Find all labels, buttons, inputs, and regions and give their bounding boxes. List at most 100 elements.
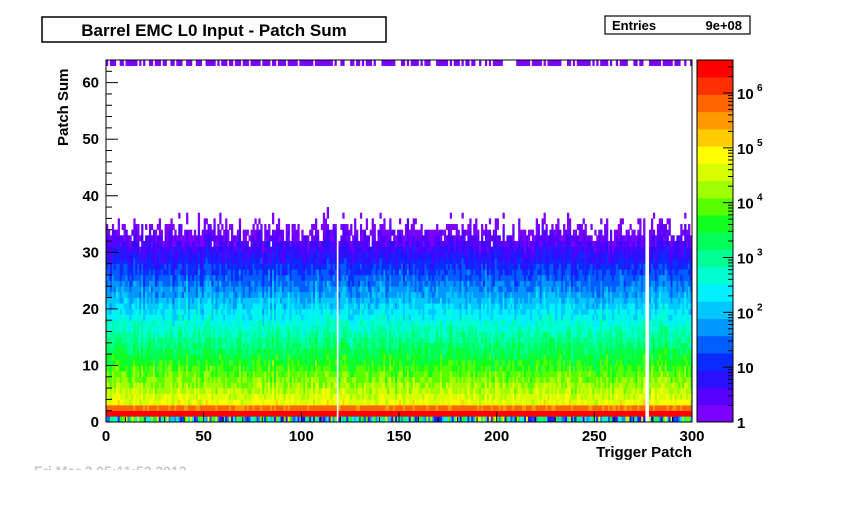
- heatmap-cell: [221, 342, 224, 349]
- heatmap-cell: [115, 297, 119, 304]
- heatmap-cell: [258, 320, 261, 327]
- heatmap-cell: [143, 241, 146, 247]
- heatmap-cell: [338, 257, 341, 264]
- heatmap-cell: [219, 252, 222, 259]
- heatmap-cell: [252, 371, 255, 378]
- heatmap-cell: [119, 241, 122, 247]
- heatmap-cell: [189, 286, 193, 293]
- heatmap-cell: [299, 297, 302, 304]
- heatmap-cell: [293, 229, 296, 236]
- heatmap-cell: [242, 274, 245, 281]
- heatmap-cell: [133, 331, 136, 338]
- heatmap-cell: [164, 320, 167, 327]
- heatmap-cell: [135, 235, 138, 242]
- heatmap-cell: [203, 388, 206, 395]
- heatmap-cell: [172, 308, 175, 315]
- heatmap-cell: [215, 320, 218, 327]
- heatmap-cell: [383, 371, 386, 378]
- heatmap-cell: [354, 399, 357, 406]
- heatmap-cell: [268, 291, 271, 298]
- heatmap-cell: [174, 257, 177, 264]
- heatmap-cell: [166, 314, 169, 321]
- heatmap-cell: [197, 337, 201, 344]
- heatmap-cell: [273, 376, 277, 383]
- heatmap-cell: [315, 269, 318, 276]
- heatmap-cell: [232, 320, 236, 327]
- heatmap-cell: [123, 348, 126, 355]
- heatmap-cell: [266, 269, 269, 276]
- heatmap-cell: [324, 314, 328, 321]
- heatmap-cell: [262, 291, 265, 298]
- heatmap-cell: [117, 241, 120, 247]
- heatmap-cell: [277, 331, 281, 338]
- heatmap-cell: [377, 280, 380, 287]
- heatmap-cell: [178, 212, 181, 219]
- heatmap-cell: [246, 371, 249, 378]
- heatmap-cell: [320, 263, 324, 270]
- heatmap-cell: [145, 297, 148, 304]
- heatmap-cell: [320, 60, 324, 66]
- heatmap-cell: [106, 274, 109, 281]
- heatmap-cell: [324, 269, 328, 276]
- heatmap-cell: [227, 410, 230, 417]
- heatmap-cell: [262, 252, 265, 259]
- heatmap-cell: [328, 286, 331, 293]
- heatmap-cell: [191, 246, 195, 253]
- heatmap-cell: [197, 212, 201, 219]
- heatmap-cell: [277, 297, 281, 304]
- heatmap-cell: [356, 314, 359, 321]
- heatmap-cell: [357, 393, 361, 400]
- heatmap-cell: [254, 399, 257, 406]
- heatmap-cell: [326, 297, 329, 304]
- heatmap-cell: [248, 410, 251, 417]
- heatmap-cell: [227, 257, 230, 264]
- heatmap-cell: [324, 405, 328, 411]
- heatmap-cell: [236, 291, 240, 298]
- heatmap-cell: [344, 388, 347, 395]
- heatmap-cell: [311, 269, 314, 276]
- heatmap-cell: [174, 286, 177, 293]
- heatmap-cell: [172, 388, 175, 395]
- heatmap-cell: [162, 388, 165, 395]
- heatmap-cell: [266, 280, 269, 287]
- heatmap-cell: [229, 354, 232, 361]
- heatmap-cell: [275, 263, 279, 270]
- heatmap-cell: [113, 325, 117, 332]
- heatmap-cell: [115, 235, 119, 242]
- heatmap-cell: [318, 263, 322, 270]
- heatmap-cell: [375, 297, 378, 304]
- heatmap-cell: [291, 229, 294, 236]
- heatmap-cell: [170, 241, 173, 247]
- heatmap-cell: [379, 405, 382, 411]
- heatmap-cell: [156, 393, 160, 400]
- heatmap-cell: [273, 297, 277, 304]
- heatmap-cell: [307, 308, 310, 315]
- heatmap-cell: [197, 405, 201, 411]
- heatmap-cell: [133, 342, 136, 349]
- heatmap-cell: [221, 359, 224, 366]
- heatmap-cell: [332, 269, 335, 276]
- heatmap-cell: [174, 342, 177, 349]
- heatmap-cell: [332, 235, 335, 242]
- heatmap-cell: [125, 303, 128, 310]
- heatmap-cell: [262, 416, 265, 423]
- heatmap-cell: [268, 320, 271, 327]
- heatmap-cell: [160, 399, 163, 406]
- heatmap-cell: [356, 359, 359, 366]
- heatmap-cell: [164, 291, 167, 298]
- heatmap-cell: [125, 314, 128, 321]
- heatmap-cell: [367, 269, 370, 276]
- heatmap-cell: [268, 314, 271, 321]
- heatmap-cell: [354, 365, 357, 372]
- heatmap-cell: [273, 348, 277, 355]
- heatmap-cell: [338, 371, 341, 378]
- heatmap-cell: [107, 286, 111, 293]
- heatmap-cell: [305, 393, 308, 400]
- heatmap-cell: [178, 60, 181, 66]
- heatmap-cell: [225, 303, 228, 310]
- heatmap-cell: [207, 331, 210, 338]
- heatmap-cell: [283, 382, 286, 389]
- heatmap-cell: [283, 393, 286, 400]
- heatmap-cell: [147, 382, 150, 389]
- heatmap-cell: [199, 303, 203, 310]
